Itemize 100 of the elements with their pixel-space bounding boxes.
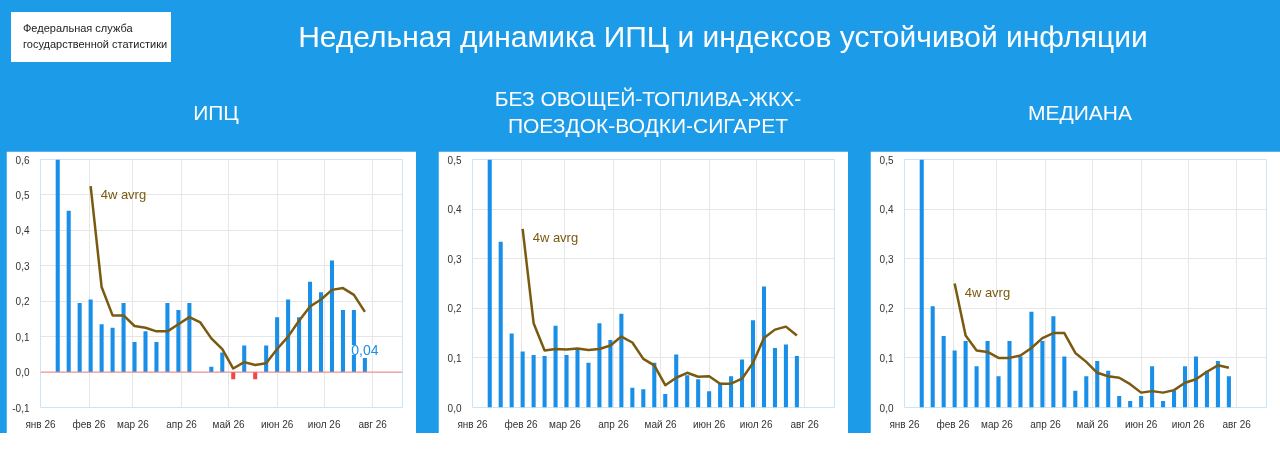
x-tick-label: май 26: [212, 418, 245, 430]
bar: [509, 333, 514, 408]
x-tick-label: мар 26: [981, 418, 1014, 430]
bar: [630, 387, 635, 408]
bar: [220, 352, 225, 373]
y-tick-label: 0,1: [447, 352, 462, 364]
bar: [1139, 396, 1144, 408]
line-series: [521, 227, 799, 387]
x-tick-label: июн 26: [692, 418, 726, 430]
bar: [110, 327, 115, 373]
bar: [1073, 390, 1078, 408]
text: Недельная динамика ИПЦ и индексов устойчивой инфляции: [297, 18, 1149, 55]
y-tick-label: 0,2: [15, 296, 30, 308]
bar: [1117, 396, 1122, 408]
bar: [963, 341, 968, 408]
bar: [783, 344, 788, 408]
y-tick-label: 0,0: [447, 402, 462, 414]
y-tick-label: 0,6: [15, 154, 30, 166]
y-tick-label: 0,4: [447, 204, 462, 216]
bar: [1040, 341, 1045, 408]
bar: [641, 389, 646, 408]
bar: [553, 325, 558, 408]
bar: [88, 299, 93, 373]
x-tick-label: апр 26: [166, 418, 198, 430]
bar: [55, 159, 60, 373]
x-tick-label: янв 26: [889, 418, 921, 430]
bar: [1215, 360, 1220, 408]
bar: [1226, 376, 1231, 408]
y-tick-label: 0,3: [15, 260, 30, 272]
chart-title: БЕЗ ОВОЩЕЙ-ТОПЛИВА-ЖКХ-ПОЕЗДОК-ВОДКИ-СИГАРЕТ: [443, 81, 853, 143]
x-tick-label: май 26: [644, 418, 677, 430]
bar: [362, 357, 367, 373]
bar: [1172, 390, 1177, 408]
y-tick-label: 0,2: [879, 303, 894, 315]
bar: [1150, 366, 1155, 408]
bar: [132, 341, 137, 373]
bar: [1084, 376, 1089, 408]
bar: [318, 292, 324, 373]
bar: [308, 281, 313, 373]
x-tick-label: фев 26: [936, 418, 971, 430]
text: Федеральная служба государственной статистики: [11, 12, 171, 62]
bar: [340, 310, 345, 373]
bar: [498, 241, 503, 408]
bar: [286, 299, 291, 373]
y-tick-label: 0,0: [879, 402, 894, 414]
bar: [919, 159, 924, 408]
bar: [597, 323, 602, 408]
bar: [99, 324, 104, 373]
bar: [143, 331, 148, 373]
x-tick-label: авг 26: [790, 418, 820, 430]
x-tick-label: май 26: [1076, 418, 1109, 430]
x-tick-label: авг 26: [358, 418, 388, 430]
bar: [531, 354, 536, 408]
bar: [542, 355, 547, 408]
bar: [952, 350, 957, 408]
y-tick-label: 0,1: [15, 331, 30, 343]
x-tick-label: июл 26: [739, 418, 773, 430]
y-tick-label: 0,2: [447, 303, 462, 315]
bar: [1007, 341, 1012, 408]
annotation: 4w avrg: [100, 187, 147, 203]
bar: [608, 340, 613, 408]
bar: [1095, 360, 1100, 408]
bar: [772, 347, 777, 408]
bar: [1193, 356, 1199, 408]
bar: [619, 313, 624, 408]
bar: [974, 366, 979, 408]
bar: [575, 349, 580, 408]
bar: [740, 359, 745, 408]
x-tick-label: янв 26: [25, 418, 57, 430]
x-tick-label: мар 26: [117, 418, 150, 430]
bar: [487, 159, 492, 408]
bar: [1128, 401, 1133, 408]
bar: [1204, 370, 1209, 408]
x-tick-label: июн 26: [260, 418, 294, 430]
bar: [1018, 356, 1023, 408]
y-tick-label: 0,4: [879, 204, 894, 216]
y-tick-label: 0,3: [447, 253, 462, 265]
bar: [1051, 316, 1056, 408]
bar: [1182, 366, 1188, 408]
y-tick-label: 0,4: [15, 225, 30, 237]
x-tick-label: июн 26: [1124, 418, 1158, 430]
bar: [663, 394, 668, 408]
bar: [165, 302, 170, 373]
line-series: [953, 282, 1231, 394]
bar: [707, 391, 712, 408]
chart-title: ИПЦ: [11, 81, 421, 143]
bar: [985, 341, 990, 408]
x-tick-label: фев 26: [504, 418, 539, 430]
bar: [1029, 311, 1034, 408]
y-tick-label: 0,5: [15, 189, 30, 201]
y-tick-label: 0,5: [447, 154, 462, 166]
bar: [275, 317, 280, 373]
bar: [941, 336, 946, 408]
bar: [696, 379, 701, 408]
bar: [750, 320, 756, 408]
bar: [1062, 356, 1067, 408]
bar: [685, 375, 690, 408]
x-tick-label: апр 26: [598, 418, 630, 430]
bar: [586, 362, 591, 408]
y-tick-label: 0,3: [879, 253, 894, 265]
